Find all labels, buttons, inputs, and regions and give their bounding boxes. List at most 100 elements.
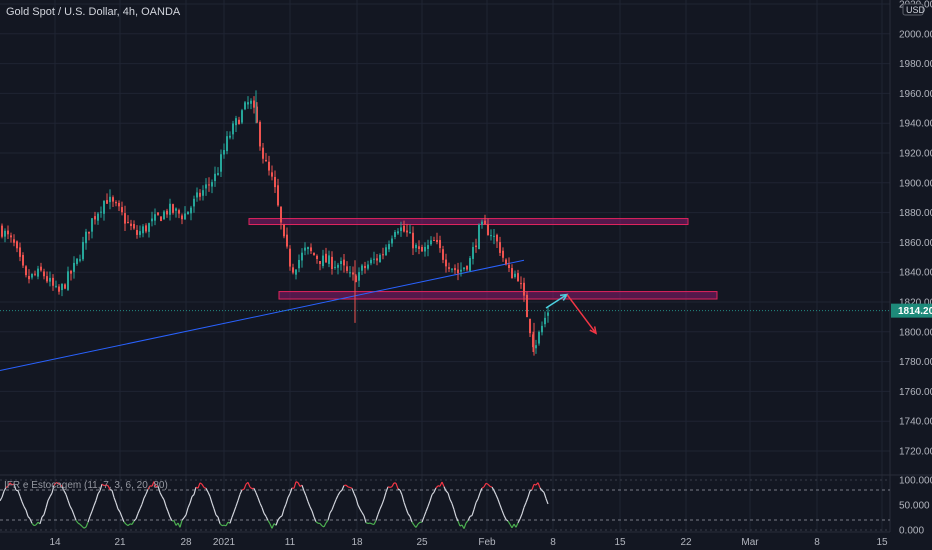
projection-up-arrow-line[interactable] [545, 293, 568, 309]
stochastic-segment [103, 484, 107, 487]
stochastic-segment [119, 511, 123, 518]
candle-body [73, 262, 75, 272]
stochastic-segment [9, 482, 13, 486]
candle-body [544, 317, 546, 325]
candle-body [175, 208, 177, 211]
price-tick-label: 2000.000 [899, 29, 932, 40]
stochastic-segment [429, 494, 433, 502]
stochastic-segment [101, 483, 105, 487]
stochastic-segment [189, 496, 193, 504]
stochastic-segment [537, 482, 541, 489]
candle-body [310, 247, 312, 252]
stochastic-segment [463, 522, 467, 529]
stochastic-segment [457, 520, 461, 527]
resistance-zone[interactable] [248, 218, 689, 226]
stochastic-segment [383, 492, 387, 500]
candle-body [205, 184, 207, 189]
stochastic-segment [387, 486, 391, 488]
stochastic-segment [167, 511, 171, 518]
candle-body [94, 216, 96, 220]
stochastic-segment [205, 488, 209, 493]
stochastic-segment [545, 498, 549, 505]
stochastic-segment [25, 509, 29, 517]
candle-body [208, 184, 210, 186]
stochastic-segment [141, 497, 145, 505]
stochastic-segment [507, 520, 511, 525]
stochastic-segment [3, 487, 7, 492]
stochastic-segment [309, 506, 313, 512]
stochastic-segment [1, 491, 5, 498]
stochastic-segment [157, 485, 161, 493]
stochastic-segment [471, 509, 475, 516]
stochastic-segment [345, 484, 349, 488]
candle-body [541, 325, 543, 333]
candle-body [217, 173, 219, 175]
candle-body [289, 248, 291, 267]
stochastic-segment [297, 482, 301, 487]
stochastic-segment [61, 486, 65, 491]
stochastic-segment [217, 516, 221, 524]
candle-body [13, 239, 15, 243]
candle-body [1, 225, 3, 237]
candle-body [52, 277, 54, 286]
stochastic-segment [479, 487, 483, 494]
candle-body [445, 259, 447, 267]
candle-body [409, 231, 411, 234]
candle-body [109, 196, 111, 203]
stochastic-segment [277, 516, 281, 521]
stochastic-segment [113, 497, 117, 504]
stochastic-segment [483, 483, 487, 488]
stochastic-segment [301, 484, 305, 492]
stochastic-segment [51, 485, 55, 494]
candle-body [481, 221, 483, 225]
candle-body [406, 230, 408, 233]
stochastic-segment [539, 487, 543, 491]
stochastic-segment [47, 496, 51, 501]
time-tick-label: 18 [351, 537, 363, 548]
stochastic-segment [515, 522, 519, 528]
candle-body [391, 238, 393, 244]
candle-body [229, 135, 231, 138]
stochastic-segment [359, 508, 363, 513]
stochastic-segment [533, 483, 537, 486]
stochastic-segment [455, 516, 459, 522]
candle-body [430, 240, 432, 245]
candle-body [421, 246, 423, 252]
stochastic-segment [201, 483, 205, 488]
trendline[interactable] [0, 259, 525, 372]
stochastic-segment [243, 483, 247, 490]
stochastic-segment [17, 490, 21, 497]
price-tick-label: 1800.000 [899, 327, 932, 338]
stochastic-segment [67, 500, 71, 507]
stochastic-segment [303, 490, 307, 497]
stochastic-segment [89, 511, 93, 517]
stochastic-segment [57, 482, 61, 485]
candle-body [235, 118, 237, 126]
candle-body [295, 269, 297, 275]
stochastic-segment [267, 520, 271, 525]
stochastic-segment [481, 486, 485, 489]
candle-body [277, 185, 279, 206]
candle-body [433, 240, 435, 242]
projection-down-arrow-head[interactable] [589, 326, 598, 335]
stochastic-segment [19, 495, 23, 502]
candle-body [424, 246, 426, 252]
candle-body [193, 198, 195, 207]
stochastic-segment [543, 492, 547, 499]
support-zone[interactable] [278, 291, 718, 300]
candle-body [370, 259, 372, 264]
time-tick-label: Mar [741, 537, 759, 548]
projection-down-arrow-line[interactable] [566, 294, 597, 334]
candle-body [85, 231, 87, 244]
time-tick-label: 8 [550, 537, 556, 548]
currency-badge[interactable] [902, 3, 924, 16]
stochastic-segment [327, 512, 331, 521]
candle-body [355, 275, 357, 283]
stochastic-segment [63, 490, 67, 495]
stochastic-segment [209, 496, 213, 504]
candle-body [532, 334, 534, 348]
indicator-tick-label: 0.000 [899, 526, 924, 537]
candle-body [307, 247, 309, 250]
